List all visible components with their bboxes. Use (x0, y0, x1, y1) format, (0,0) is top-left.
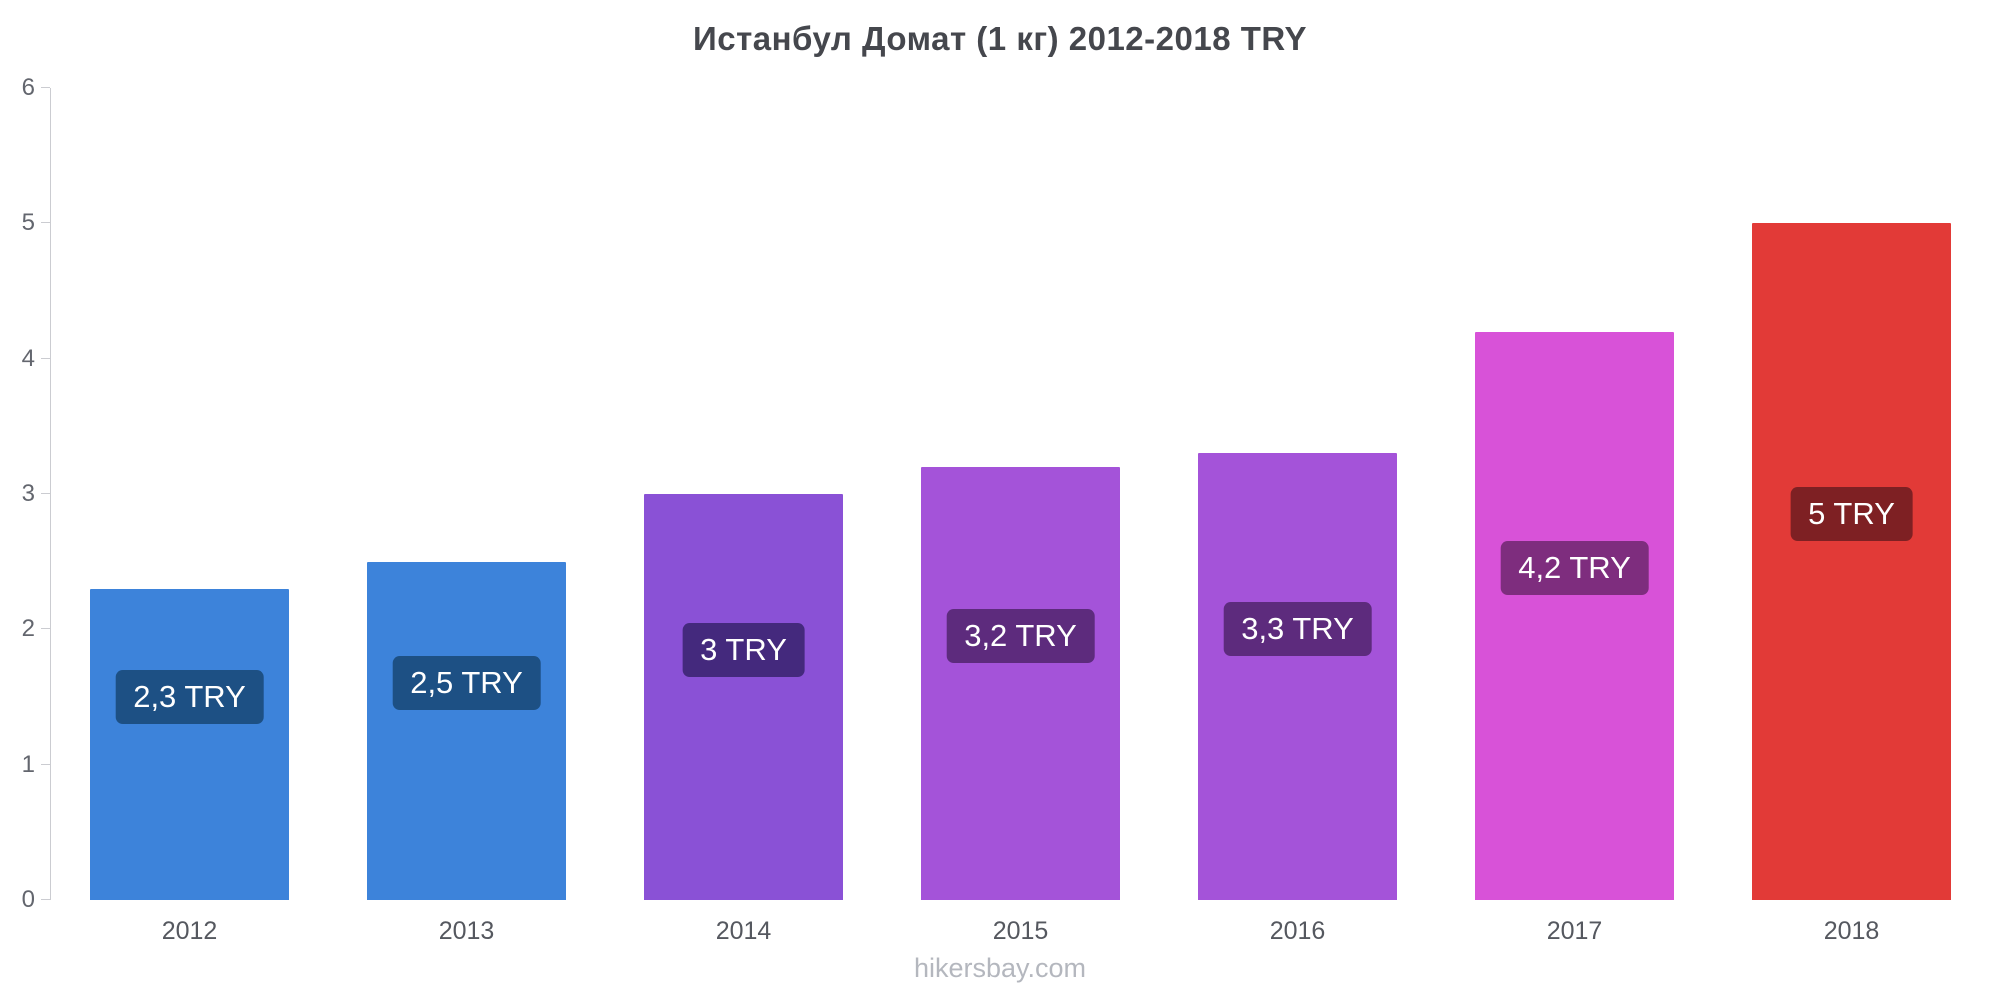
y-axis-tick-label: 2 (21, 615, 35, 643)
bar-group-2014: 3 TRY 2014 (605, 88, 882, 945)
chart-title: Истанбул Домат (1 кг) 2012-2018 TRY (693, 20, 1307, 57)
bar-group-2013: 2,5 TRY 2013 (328, 88, 605, 945)
bar-2013[interactable] (366, 561, 567, 900)
y-axis-tick-label: 4 (21, 344, 35, 372)
y-axis-tick (41, 899, 50, 900)
bar-value-label: 3,2 TRY (946, 609, 1095, 664)
x-axis-label: 2012 (161, 917, 218, 945)
bar-2015[interactable] (920, 466, 1121, 900)
y-axis-tick-label: 0 (21, 886, 35, 913)
bar-2017[interactable] (1474, 331, 1675, 900)
y-axis-tick-label: 6 (21, 74, 35, 101)
x-axis-label: 2014 (715, 917, 772, 945)
bar-group-2015: 3,2 TRY 2015 (882, 88, 1159, 945)
bar-value-label: 3,3 TRY (1223, 602, 1372, 657)
y-axis: 0 1 2 3 4 5 6 (22, 76, 51, 912)
y-axis-tick-label: 3 (21, 480, 35, 507)
bar-value-label: 4,2 TRY (1500, 541, 1649, 596)
bar-group-2017: 4,2 TRY 2017 (1436, 88, 1713, 945)
x-axis-label: 2016 (1269, 917, 1326, 945)
bars: 2,3 TRY 2012 2,5 TRY 2013 3 TRY 2014 3,2 TRY 20… (51, 88, 1990, 945)
bar-2018[interactable] (1751, 223, 1952, 900)
x-axis-label: 2018 (1823, 917, 1880, 945)
bar-value-label: 2,3 TRY (115, 669, 264, 725)
y-axis-tick (41, 357, 50, 359)
bar-2014[interactable] (643, 494, 844, 900)
bar-group-2016: 3,3 TRY 2016 (1159, 88, 1436, 945)
y-axis-tick-label: 5 (21, 209, 35, 237)
bar-group-2012: 2,3 TRY 2012 (51, 88, 328, 945)
bar-2012[interactable] (89, 588, 290, 900)
bar-value-label: 5 TRY (1790, 487, 1913, 542)
y-axis-tick-label: 1 (21, 750, 35, 778)
bar-group-2018: 5 TRY 2018 (1713, 88, 1990, 945)
watermark-text: hikersbay.com (913, 953, 1087, 983)
x-axis-label: 2017 (1546, 917, 1603, 945)
y-axis-tick (41, 493, 50, 494)
y-axis-tick (41, 222, 50, 224)
bar-value-label: 2,5 TRY (392, 656, 541, 711)
y-axis-tick (41, 628, 50, 630)
y-axis-tick (41, 763, 50, 765)
y-axis-tick (41, 87, 50, 88)
bar-value-label: 3 TRY (682, 622, 805, 677)
bar-2016[interactable] (1197, 453, 1398, 900)
x-axis-label: 2015 (992, 917, 1049, 945)
x-axis-label: 2013 (438, 917, 495, 945)
